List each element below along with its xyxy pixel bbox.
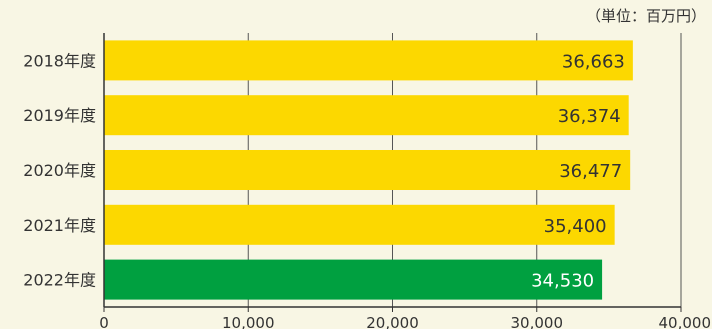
bar-3 bbox=[104, 150, 631, 190]
labels: 36,663 2018年度 36,374 2019年度 36,477 2020年度 35,4… bbox=[23, 51, 711, 329]
category-label-1: 2018年度 bbox=[23, 51, 96, 70]
x-tick-label-1: 10,000 bbox=[222, 314, 275, 329]
x-tick-label-2: 20,000 bbox=[366, 314, 419, 329]
category-label-2: 2019年度 bbox=[23, 106, 96, 125]
category-label-5: 2022年度 bbox=[23, 271, 96, 290]
value-label-4: 35,400 bbox=[544, 216, 607, 237]
bar-5 bbox=[104, 259, 603, 300]
value-label-5: 34,530 bbox=[531, 271, 594, 292]
unit-note: （単位：百万円） bbox=[586, 7, 706, 25]
bars bbox=[104, 40, 633, 300]
axes bbox=[103, 33, 682, 312]
x-tick-label-3: 30,000 bbox=[511, 314, 564, 329]
value-label-3: 36,477 bbox=[559, 161, 622, 182]
x-tick-label-4: 40,000 bbox=[659, 314, 712, 329]
value-label-2: 36,374 bbox=[558, 106, 621, 127]
bar-1 bbox=[104, 40, 633, 81]
bar-2 bbox=[104, 95, 629, 136]
x-tick-label-0: 0 bbox=[99, 314, 109, 329]
value-label-1: 36,663 bbox=[562, 51, 625, 72]
category-label-3: 2020年度 bbox=[23, 161, 96, 180]
category-label-4: 2021年度 bbox=[23, 216, 96, 235]
bar-4 bbox=[104, 204, 615, 245]
